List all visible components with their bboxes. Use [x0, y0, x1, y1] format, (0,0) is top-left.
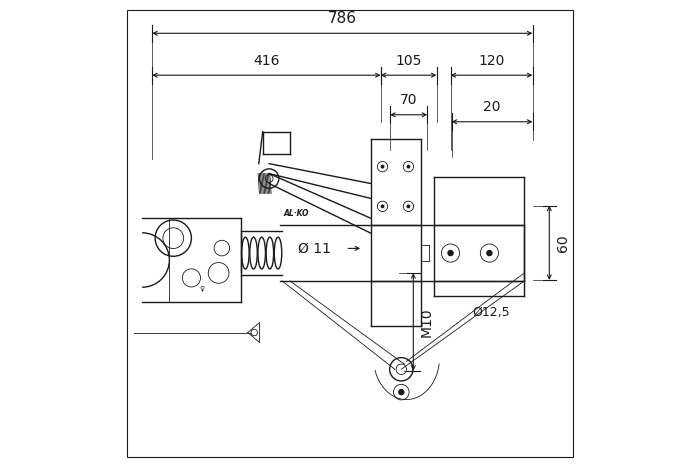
- Text: Ø12,5: Ø12,5: [472, 306, 510, 319]
- Text: Ø 11: Ø 11: [298, 241, 331, 255]
- Text: 70: 70: [400, 93, 417, 107]
- Circle shape: [381, 205, 384, 208]
- Circle shape: [381, 165, 384, 169]
- Circle shape: [486, 250, 493, 256]
- Text: 105: 105: [395, 54, 422, 68]
- Circle shape: [407, 165, 410, 169]
- Text: 60: 60: [556, 234, 570, 252]
- Text: M10: M10: [420, 307, 434, 337]
- Circle shape: [447, 250, 454, 256]
- Text: AL·KO: AL·KO: [284, 209, 309, 218]
- Text: 416: 416: [253, 54, 280, 68]
- Text: ♀: ♀: [200, 285, 205, 291]
- Circle shape: [398, 389, 405, 396]
- Circle shape: [407, 205, 410, 208]
- Text: 20: 20: [483, 100, 500, 114]
- Text: 120: 120: [478, 54, 505, 68]
- Text: 786: 786: [328, 11, 357, 26]
